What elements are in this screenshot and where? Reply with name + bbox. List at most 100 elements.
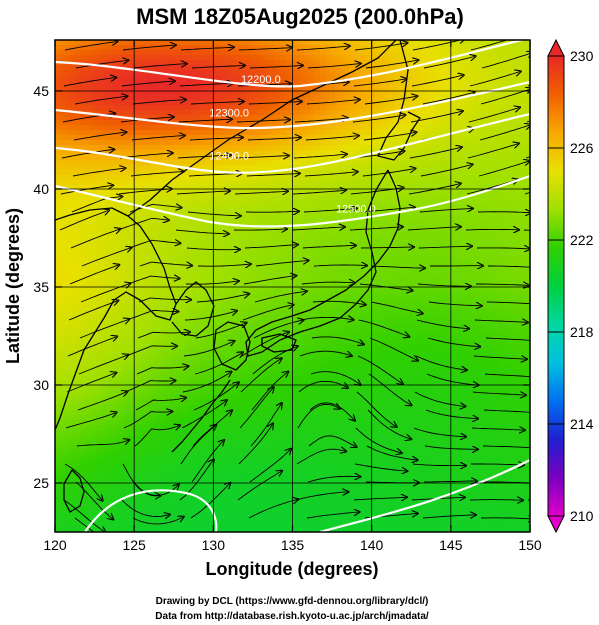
- field-cell: [400, 205, 406, 211]
- field-cell: [280, 75, 286, 81]
- field-cell: [70, 270, 76, 276]
- field-cell: [340, 165, 346, 171]
- field-cell: [220, 65, 226, 71]
- field-cell: [60, 110, 66, 116]
- field-cell: [450, 145, 456, 151]
- field-cell: [60, 240, 66, 246]
- field-cell: [265, 40, 271, 46]
- field-cell: [500, 75, 506, 81]
- field-cell: [415, 115, 421, 121]
- field-cell: [455, 295, 461, 301]
- field-cell: [375, 250, 381, 256]
- field-cell: [55, 90, 61, 96]
- field-cell: [470, 115, 476, 121]
- field-cell: [165, 155, 171, 161]
- field-cell: [495, 130, 501, 136]
- field-cell: [430, 220, 436, 226]
- field-cell: [65, 260, 71, 266]
- field-cell: [235, 220, 241, 226]
- field-cell: [365, 195, 371, 201]
- field-cell: [495, 270, 501, 276]
- field-cell: [260, 265, 266, 271]
- field-cell: [420, 215, 426, 221]
- field-cell: [450, 115, 456, 121]
- field-cell: [260, 90, 266, 96]
- field-cell: [350, 195, 356, 201]
- field-cell: [485, 220, 491, 226]
- field-cell: [200, 295, 206, 301]
- field-cell: [285, 75, 291, 81]
- field-cell: [430, 150, 436, 156]
- field-cell: [250, 275, 256, 281]
- field-cell: [435, 95, 441, 101]
- field-cell: [295, 75, 301, 81]
- field-cell: [475, 155, 481, 161]
- field-cell: [80, 95, 86, 101]
- field-cell: [435, 265, 441, 271]
- field-cell: [335, 275, 341, 281]
- field-cell: [115, 105, 121, 111]
- field-cell: [365, 125, 371, 131]
- field-cell: [480, 45, 486, 51]
- field-cell: [415, 130, 421, 136]
- field-cell: [525, 275, 530, 281]
- field-cell: [240, 160, 246, 166]
- field-cell: [275, 155, 281, 161]
- field-cell: [175, 190, 181, 196]
- field-cell: [515, 160, 521, 166]
- field-cell: [155, 225, 161, 231]
- field-cell: [425, 55, 431, 61]
- field-cell: [265, 265, 271, 271]
- field-cell: [480, 215, 486, 221]
- field-cell: [490, 90, 496, 96]
- field-cell: [490, 250, 496, 256]
- field-cell: [175, 100, 181, 106]
- field-cell: [140, 285, 146, 291]
- field-cell: [355, 120, 361, 126]
- field-cell: [110, 85, 116, 91]
- field-cell: [460, 255, 466, 261]
- field-cell: [335, 165, 341, 171]
- field-cell: [75, 170, 81, 176]
- field-cell: [425, 125, 431, 131]
- field-cell: [135, 275, 141, 281]
- field-cell: [100, 105, 106, 111]
- field-cell: [270, 175, 276, 181]
- field-cell: [180, 160, 186, 166]
- field-cell: [295, 180, 301, 186]
- field-cell: [270, 180, 276, 186]
- field-cell: [285, 275, 291, 281]
- field-cell: [265, 175, 271, 181]
- field-cell: [275, 175, 281, 181]
- field-cell: [80, 175, 86, 181]
- field-cell: [155, 95, 161, 101]
- field-cell: [200, 215, 206, 221]
- field-cell: [230, 85, 236, 91]
- field-cell: [350, 85, 356, 91]
- field-cell: [185, 280, 191, 286]
- field-cell: [415, 230, 421, 236]
- field-cell: [225, 165, 231, 171]
- field-cell: [300, 175, 306, 181]
- field-cell: [485, 95, 491, 101]
- field-cell: [455, 205, 461, 211]
- field-cell: [375, 225, 381, 231]
- field-cell: [255, 80, 261, 86]
- field-cell: [100, 90, 106, 96]
- field-cell: [485, 85, 491, 91]
- field-cell: [185, 230, 191, 236]
- field-cell: [215, 195, 221, 201]
- field-cell: [135, 270, 141, 276]
- field-cell: [230, 215, 236, 221]
- field-cell: [175, 65, 181, 71]
- field-cell: [485, 65, 491, 71]
- field-cell: [380, 40, 386, 46]
- field-cell: [185, 240, 191, 246]
- field-cell: [355, 70, 361, 76]
- field-cell: [325, 175, 331, 181]
- field-cell: [380, 100, 386, 106]
- field-cell: [75, 125, 81, 131]
- field-cell: [65, 180, 71, 186]
- field-cell: [265, 220, 271, 226]
- field-cell: [440, 270, 446, 276]
